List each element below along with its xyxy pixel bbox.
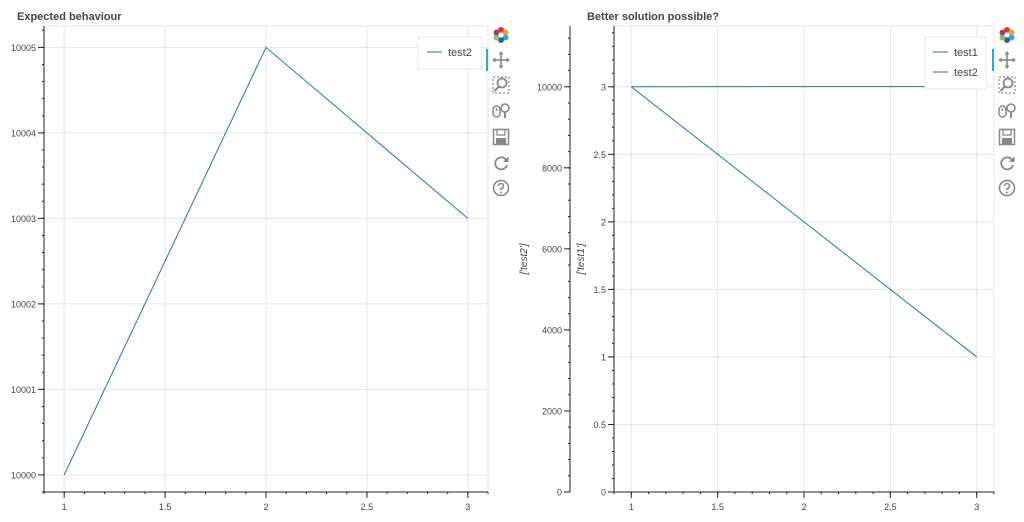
- y-inner-axis-label: ['test1']: [576, 243, 587, 275]
- y-inner-tick-label: 2.5: [593, 150, 606, 160]
- help-icon[interactable]: [996, 177, 1018, 199]
- help-icon[interactable]: [490, 177, 512, 199]
- series-line-test1: [630, 86, 978, 358]
- x-tick-label: 2: [263, 502, 268, 512]
- chart-title: Expected behaviour: [17, 11, 122, 23]
- bokeh-logo-icon: [996, 24, 1018, 46]
- y-inner-tick-label: 1.5: [593, 285, 606, 295]
- x-tick-label: 1.5: [711, 502, 724, 512]
- x-tick-label: 1.5: [159, 502, 172, 512]
- y-tick-label: 10003: [11, 214, 36, 224]
- y-outer-tick-label: 4000: [542, 325, 562, 335]
- box-zoom-icon[interactable]: [490, 74, 512, 96]
- y-tick-label: 10004: [11, 128, 36, 138]
- y-outer-tick-label: 0: [557, 488, 562, 498]
- y-tick-label: 10000: [11, 470, 36, 480]
- y-inner-tick-label: 3: [601, 82, 606, 92]
- legend-label-test1: test1: [954, 47, 978, 59]
- series-line-test2: [63, 46, 469, 476]
- x-tick-label: 3: [465, 502, 470, 512]
- active-tool-indicator: [992, 49, 994, 71]
- reset-icon[interactable]: [996, 152, 1018, 174]
- bokeh-logo-icon: [490, 24, 512, 46]
- box-zoom-icon[interactable]: [996, 74, 1018, 96]
- y-outer-tick-label: 10000: [537, 82, 562, 92]
- y-outer-tick-label: 2000: [542, 406, 562, 416]
- y-tick-label: 10001: [11, 385, 36, 395]
- pan-icon[interactable]: [490, 49, 512, 71]
- y-inner-tick-label: 0.5: [593, 420, 606, 430]
- y-tick-label: 10005: [11, 43, 36, 53]
- active-tool-indicator: [486, 49, 488, 71]
- x-tick-label: 2.5: [884, 502, 897, 512]
- x-tick-label: 2.5: [361, 502, 374, 512]
- legend-box: [924, 36, 987, 90]
- pan-icon[interactable]: [996, 49, 1018, 71]
- save-icon[interactable]: [490, 126, 512, 148]
- y-outer-tick-label: 8000: [542, 163, 562, 173]
- x-tick-label: 1: [629, 502, 634, 512]
- y-inner-tick-label: 2: [601, 217, 606, 227]
- y-outer-axis-label: ['test2']: [519, 243, 530, 275]
- legend-label-test2: test2: [954, 67, 978, 79]
- legend-label-test2: test2: [448, 47, 472, 59]
- legend-box: [417, 36, 483, 70]
- y-inner-tick-label: 1: [601, 352, 606, 362]
- wheel-zoom-icon[interactable]: [996, 100, 1018, 122]
- x-tick-label: 2: [801, 502, 806, 512]
- reset-icon[interactable]: [490, 152, 512, 174]
- wheel-zoom-icon[interactable]: [490, 100, 512, 122]
- x-tick-label: 1: [62, 502, 67, 512]
- y-inner-tick-label: 0: [601, 488, 606, 498]
- x-tick-label: 3: [974, 502, 979, 512]
- save-icon[interactable]: [996, 126, 1018, 148]
- y-tick-label: 10002: [11, 299, 36, 309]
- y-outer-tick-label: 6000: [542, 244, 562, 254]
- chart-title: Better solution possible?: [587, 11, 719, 23]
